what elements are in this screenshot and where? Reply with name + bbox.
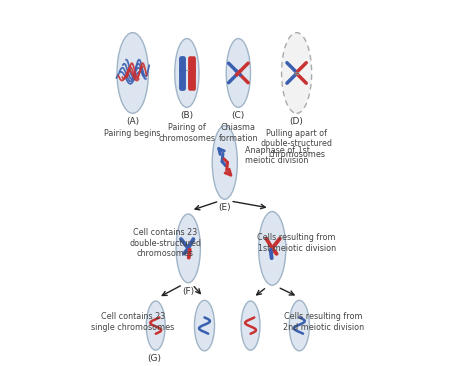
Text: Chiasma
formation: Chiasma formation [219,123,258,142]
Text: (B): (B) [180,111,193,120]
Text: Cells resulting from
1st meiotic division: Cells resulting from 1st meiotic divisio… [257,234,336,253]
Ellipse shape [289,300,310,351]
Ellipse shape [226,38,250,107]
Text: (A): (A) [126,117,139,126]
Ellipse shape [259,212,286,285]
Ellipse shape [282,33,312,113]
Ellipse shape [175,38,199,107]
Text: (C): (C) [232,111,245,120]
Ellipse shape [176,214,201,283]
Ellipse shape [194,300,215,351]
Text: Cell contains 23
single chromosomes: Cell contains 23 single chromosomes [91,312,174,332]
Ellipse shape [241,301,260,350]
Text: (D): (D) [290,117,303,126]
Ellipse shape [146,301,165,350]
Text: Cell contains 23
double-structured
chromosomes: Cell contains 23 double-structured chrom… [129,228,201,258]
Text: (E): (E) [219,203,231,213]
Text: Anaphase of 1st
meiotic division: Anaphase of 1st meiotic division [245,146,310,165]
Text: Pulling apart of
double-structured
chromosomes: Pulling apart of double-structured chrom… [261,129,333,159]
Text: (G): (G) [147,354,161,363]
Ellipse shape [212,126,237,199]
Text: (F): (F) [182,287,194,296]
Ellipse shape [117,33,148,113]
Text: Pairing begins: Pairing begins [104,129,161,138]
Text: Pairing of
chromosomes: Pairing of chromosomes [158,123,215,142]
Text: Cells resulting from
2nd meiotic division: Cells resulting from 2nd meiotic divisio… [283,312,364,332]
